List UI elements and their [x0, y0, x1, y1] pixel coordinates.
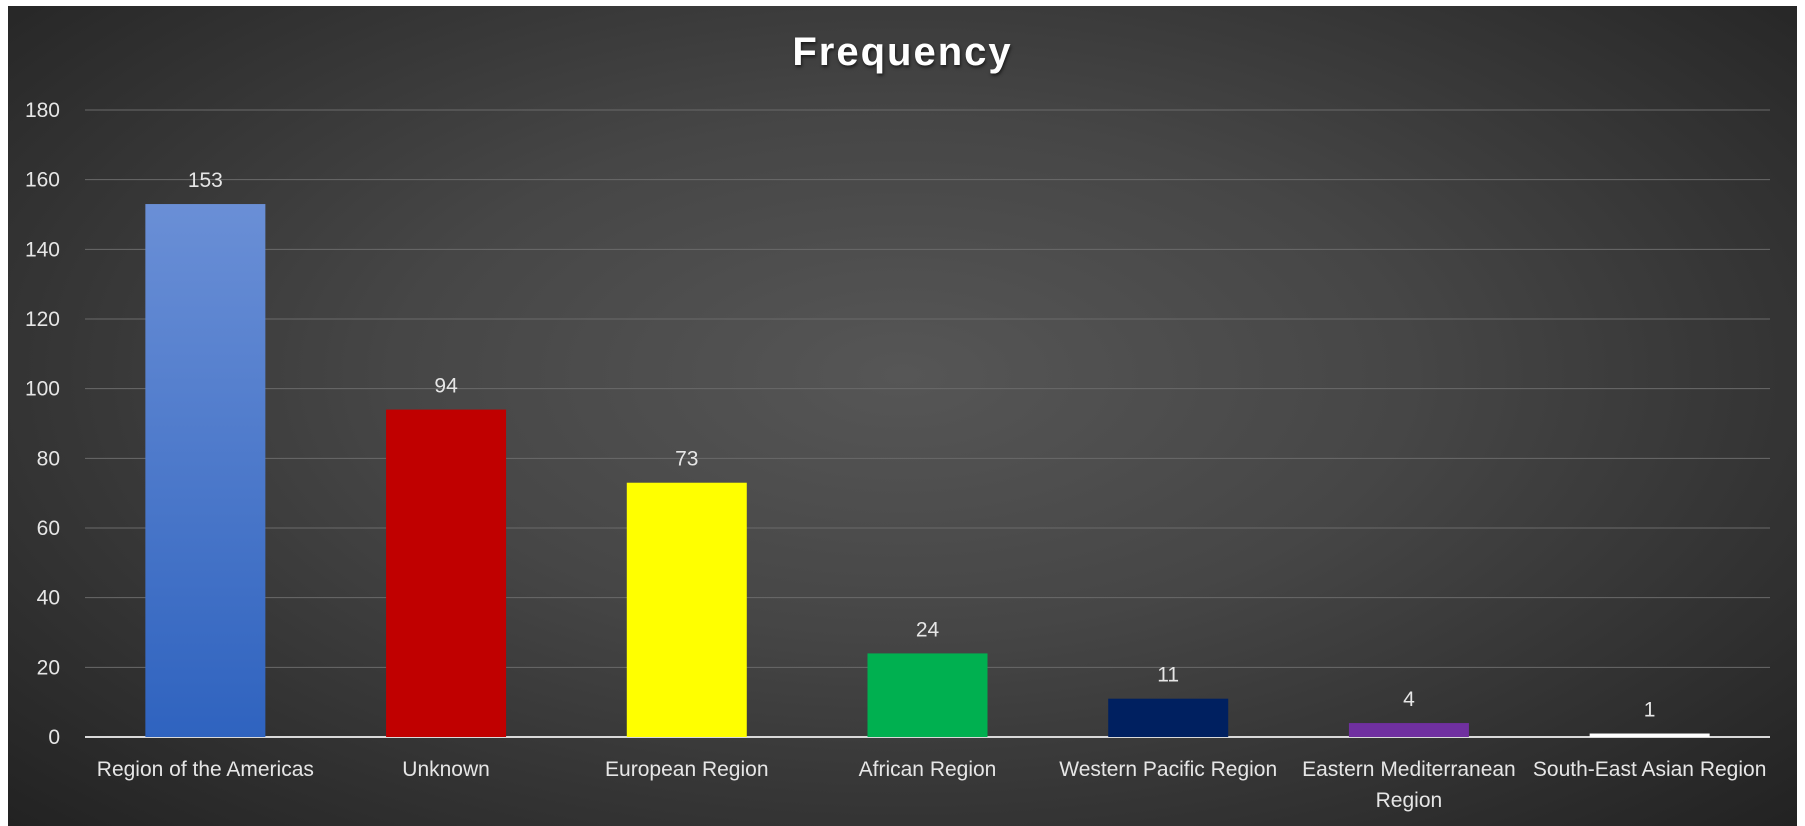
gridlines	[85, 109, 1770, 738]
category-label: South-East Asian Region	[1533, 758, 1766, 781]
data-label: 94	[434, 375, 458, 398]
bar-1	[386, 409, 507, 737]
category-label: Western Pacific Region	[1059, 758, 1277, 781]
category-label: Region	[1376, 789, 1443, 812]
y-tick-label: 40	[37, 587, 60, 610]
labels: 0 20 40 60 80 100 120 140 160 180 153 Region of the…	[25, 99, 1766, 812]
y-tick-label: 180	[25, 99, 60, 122]
category-label: African Region	[859, 758, 997, 781]
y-tick-label: 140	[25, 238, 60, 261]
y-tick-label: 80	[37, 447, 60, 470]
bars	[145, 204, 1710, 738]
data-label: 24	[916, 618, 940, 641]
chart-title: Frequency	[792, 30, 1013, 74]
data-label: 73	[675, 448, 698, 471]
bar-4	[1108, 698, 1229, 737]
y-tick-label: 60	[37, 517, 60, 540]
bar-3	[867, 653, 988, 737]
bar-5	[1348, 723, 1469, 737]
category-label: Unknown	[402, 758, 490, 781]
data-label: 153	[188, 169, 223, 192]
data-label: 4	[1403, 688, 1415, 711]
bar-2	[626, 482, 747, 737]
category-label: European Region	[605, 758, 768, 781]
y-tick-label: 0	[48, 726, 60, 749]
chart-area: Frequency 0 20 40 60 80 100 120 140 160 180 153 Reg…	[8, 6, 1797, 826]
bar-6	[1589, 733, 1710, 737]
y-tick-label: 20	[37, 656, 60, 679]
y-tick-label: 160	[25, 169, 60, 192]
bar-0	[145, 204, 266, 738]
category-label: Eastern Mediterranean	[1302, 758, 1516, 781]
plot-area: 0 20 40 60 80 100 120 140 160 180 153 Region of the…	[25, 99, 1770, 812]
y-tick-label: 100	[25, 378, 60, 401]
data-label: 1	[1644, 699, 1656, 722]
y-tick-label: 120	[25, 308, 60, 331]
category-label: Region of the Americas	[97, 758, 314, 781]
data-label: 11	[1157, 664, 1179, 687]
